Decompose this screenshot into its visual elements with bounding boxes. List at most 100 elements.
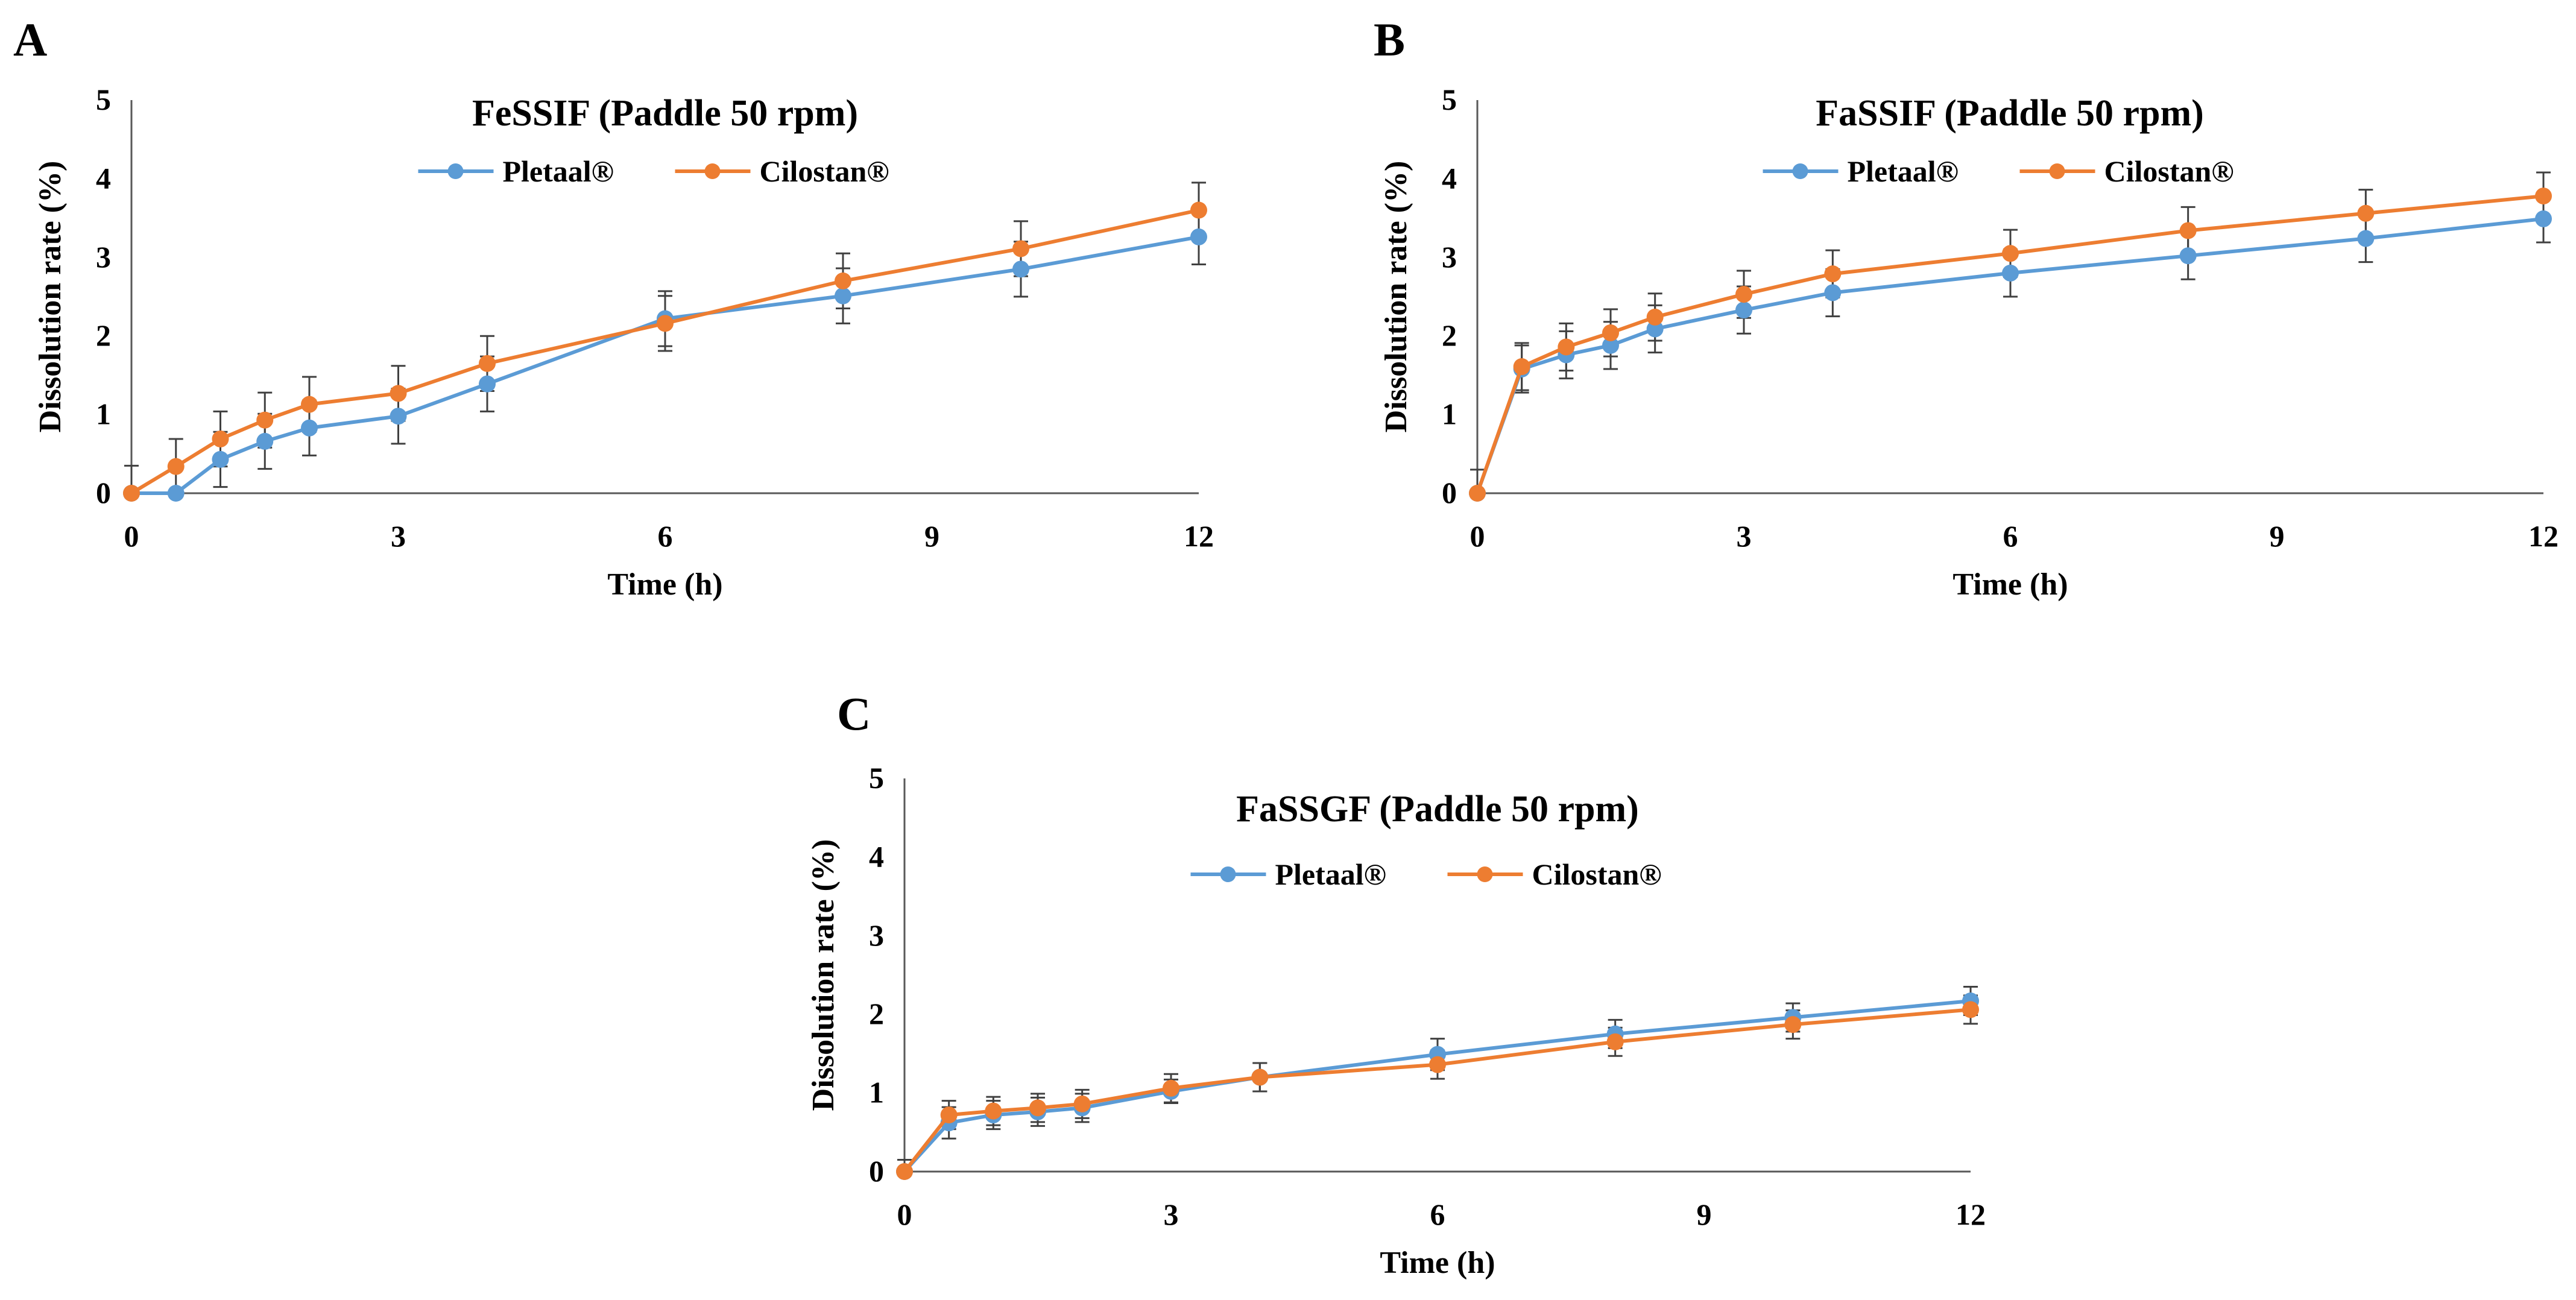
legend: Pletaal® Cilostan® — [1763, 154, 2234, 188]
y-tick-label: 0 — [96, 476, 111, 510]
legend-marker-swatch — [447, 163, 464, 179]
series-line-cilostan — [903, 1008, 1971, 1173]
y-tick-label: 5 — [96, 83, 111, 116]
series-line-pletaal — [903, 999, 1971, 1173]
data-point-pletaal — [1190, 228, 1207, 245]
x-tick-label: 12 — [1956, 1197, 1986, 1231]
data-point-cilostan — [1469, 485, 1486, 502]
data-point-cilostan — [1012, 240, 1029, 257]
data-point-pletaal — [1824, 284, 1842, 301]
data-point-cilostan — [835, 272, 851, 289]
data-point-cilostan — [1429, 1056, 1446, 1073]
y-tick-label: 2 — [96, 318, 111, 352]
y-tick-label: 3 — [1442, 240, 1457, 274]
data-point-cilostan — [2357, 204, 2375, 222]
x-axis-title: Time (h) — [1953, 567, 2068, 602]
y-tick-label: 0 — [869, 1154, 884, 1188]
legend-item-pletaal: Pletaal® — [1763, 154, 1959, 188]
y-tick-label: 3 — [96, 240, 111, 274]
data-point-pletaal — [2357, 230, 2375, 247]
panel-letter: A — [13, 13, 47, 66]
x-tick-label: 9 — [2270, 519, 2285, 553]
error-bars-cilostan — [168, 181, 1206, 494]
data-point-cilostan — [167, 458, 185, 475]
data-point-cilostan — [2179, 222, 2197, 239]
legend-item-cilostan: Cilostan® — [675, 154, 889, 188]
x-tick-label: 0 — [124, 519, 139, 553]
data-point-cilostan — [1646, 308, 1664, 326]
panel-letter: B — [1374, 13, 1405, 66]
x-tick-label: 0 — [897, 1197, 912, 1231]
series-cilostan — [1469, 188, 2552, 502]
legend-item-pletaal: Pletaal® — [418, 154, 614, 188]
y-tick-label: 5 — [1442, 83, 1457, 116]
legend-label: Cilostan® — [2104, 154, 2234, 188]
data-point-cilostan — [1073, 1095, 1091, 1112]
data-point-pletaal — [1602, 336, 1619, 354]
x-tick-label: 9 — [924, 519, 939, 553]
data-point-cilostan — [1163, 1079, 1179, 1097]
data-point-pletaal — [1012, 260, 1029, 278]
series-pletaal — [1469, 210, 2552, 502]
series-pletaal — [123, 228, 1207, 502]
data-point-pletaal — [390, 408, 407, 425]
series-pletaal — [896, 992, 1979, 1180]
data-point-cilostan — [123, 485, 140, 502]
x-tick-label: 6 — [2003, 519, 2018, 553]
y-tick-label: 2 — [1442, 318, 1457, 352]
data-point-cilostan — [212, 431, 229, 448]
chart-title: FaSSGF (Paddle 50 rpm) — [1236, 789, 1639, 830]
legend-label: Cilostan® — [1532, 857, 1662, 891]
y-tick-label: 1 — [96, 397, 111, 431]
legend-marker-swatch — [704, 163, 721, 179]
x-tick-label: 0 — [1470, 519, 1485, 553]
data-point-cilostan — [1824, 265, 1842, 283]
chart-title: FeSSIF (Paddle 50 rpm) — [472, 93, 858, 134]
data-point-pletaal — [835, 287, 851, 304]
data-point-pletaal — [2179, 247, 2197, 265]
legend-label: Pletaal® — [1848, 154, 1959, 188]
y-tick-label: 0 — [1442, 476, 1457, 510]
series-cilostan — [123, 201, 1207, 502]
data-point-cilostan — [390, 385, 407, 402]
legend-item-pletaal: Pletaal® — [1190, 857, 1387, 891]
y-axis-title: Dissolution rate (%) — [33, 161, 68, 433]
x-axis-title: Time (h) — [1380, 1246, 1495, 1280]
data-point-pletaal — [212, 450, 229, 468]
data-point-cilostan — [940, 1106, 958, 1124]
legend-marker-swatch — [1477, 866, 1493, 882]
data-point-cilostan — [1784, 1016, 1802, 1033]
data-point-pletaal — [2535, 210, 2552, 227]
x-tick-label: 3 — [1737, 519, 1752, 553]
legend-label: Pletaal® — [503, 154, 614, 188]
data-point-cilostan — [1602, 324, 1619, 341]
data-point-cilostan — [1251, 1068, 1269, 1086]
legend-item-cilostan: Cilostan® — [2019, 154, 2234, 188]
data-point-cilostan — [2002, 245, 2019, 262]
data-point-cilostan — [301, 396, 318, 413]
data-point-cilostan — [985, 1102, 1002, 1120]
data-point-cilostan — [1190, 201, 1207, 219]
data-point-cilostan — [256, 411, 274, 429]
data-point-cilostan — [1513, 358, 1530, 376]
y-tick-label: 4 — [96, 161, 111, 195]
legend-marker-swatch — [1792, 163, 1808, 179]
legend: Pletaal® Cilostan® — [1190, 857, 1662, 891]
y-tick-label: 4 — [1442, 161, 1457, 195]
legend-label: Pletaal® — [1275, 857, 1387, 891]
y-axis-title: Dissolution rate (%) — [1379, 161, 1413, 433]
legend-item-cilostan: Cilostan® — [1447, 857, 1662, 891]
x-tick-label: 3 — [391, 519, 406, 553]
y-tick-label: 1 — [1442, 397, 1457, 431]
data-point-pletaal — [1646, 320, 1664, 338]
data-point-cilostan — [2535, 188, 2552, 205]
data-point-pletaal — [167, 485, 185, 502]
data-point-pletaal — [1735, 301, 1752, 319]
series-line-pletaal — [131, 235, 1199, 495]
data-point-pletaal — [256, 432, 274, 450]
data-point-pletaal — [479, 375, 496, 393]
data-point-cilostan — [1735, 286, 1752, 303]
